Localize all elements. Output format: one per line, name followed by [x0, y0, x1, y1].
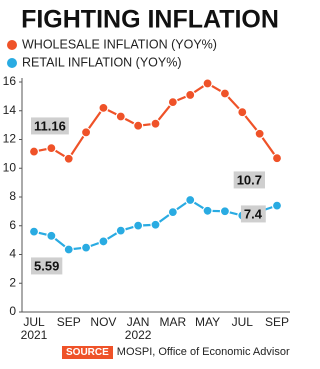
data-point [271, 200, 283, 211]
x-tick-label: MAR [159, 315, 187, 329]
data-point [219, 88, 231, 99]
data-point [46, 143, 57, 154]
x-tick-label: MAY [195, 315, 221, 329]
x-tick-label: JUL 2021 [20, 315, 48, 342]
y-tick-label: 8 [9, 189, 16, 203]
data-label: 11.16 [34, 118, 66, 133]
data-point [150, 219, 161, 230]
y-tick-label: 10 [3, 160, 17, 174]
y-tick-label: 14 [3, 103, 17, 117]
data-point [133, 220, 144, 231]
data-point [254, 128, 265, 139]
x-tick-label: NOV [90, 315, 117, 329]
y-tick-label: 2 [9, 275, 16, 289]
data-point [271, 153, 283, 164]
data-label-box [240, 205, 266, 223]
data-point [202, 205, 213, 216]
data-point [63, 153, 74, 164]
chart: FIGHTING INFLATION 0 2 4 6 8 10 12 14 16 WHOLESAL… [3, 6, 290, 318]
source-label: SOURCE [62, 346, 113, 359]
data-point [115, 111, 126, 122]
source: SOURCE MOSPI, Office of Economic Advisor [62, 346, 290, 359]
x-tick-label: SEP [264, 315, 289, 329]
data-point [115, 225, 126, 236]
data-point [63, 244, 74, 255]
y-tick-label: 12 [3, 132, 17, 146]
legend-label: RETAIL INFLATION (YOY%) [22, 55, 182, 69]
page: FIGHTING INFLATION 0 2 4 6 8 10 12 14 16 WHOLESAL… [3, 6, 290, 359]
data-point [80, 127, 92, 138]
data-point [150, 118, 161, 129]
data-label: 5.59 [34, 258, 59, 273]
legend-marker [7, 40, 17, 50]
x-tick-label: SEP [56, 315, 81, 329]
data-point [167, 97, 178, 108]
chart-title: FIGHTING INFLATION [21, 6, 279, 34]
x-tick-label: JUL [231, 315, 253, 329]
source-text: MOSPI, Office of Economic Advisor [116, 346, 290, 358]
y-tick-label: 0 [9, 304, 16, 318]
data-point [202, 78, 213, 89]
legend-marker [7, 58, 17, 68]
data-label: 10.7 [237, 172, 262, 187]
data-point [167, 206, 178, 218]
data-point [133, 120, 144, 131]
data-point [219, 206, 231, 217]
x-tick-label: JAN 2022 [124, 315, 152, 342]
y-tick-label: 16 [3, 74, 17, 88]
data-point [46, 230, 57, 241]
y-tick-label: 4 [9, 247, 16, 261]
data-label-box [31, 117, 69, 135]
y-tick-label: 6 [9, 218, 16, 232]
data-point [98, 102, 109, 113]
data-point [98, 236, 109, 247]
data-label-box [233, 171, 265, 189]
data-label-box [31, 257, 63, 275]
legend-label: WHOLESALE INFLATION (YOY%) [22, 37, 217, 51]
data-point [28, 146, 40, 157]
data-point [80, 242, 92, 253]
data-point [237, 107, 248, 118]
data-point [28, 226, 40, 237]
data-point [185, 89, 196, 101]
data-label: 7.4 [244, 206, 263, 221]
data-point [185, 194, 196, 206]
